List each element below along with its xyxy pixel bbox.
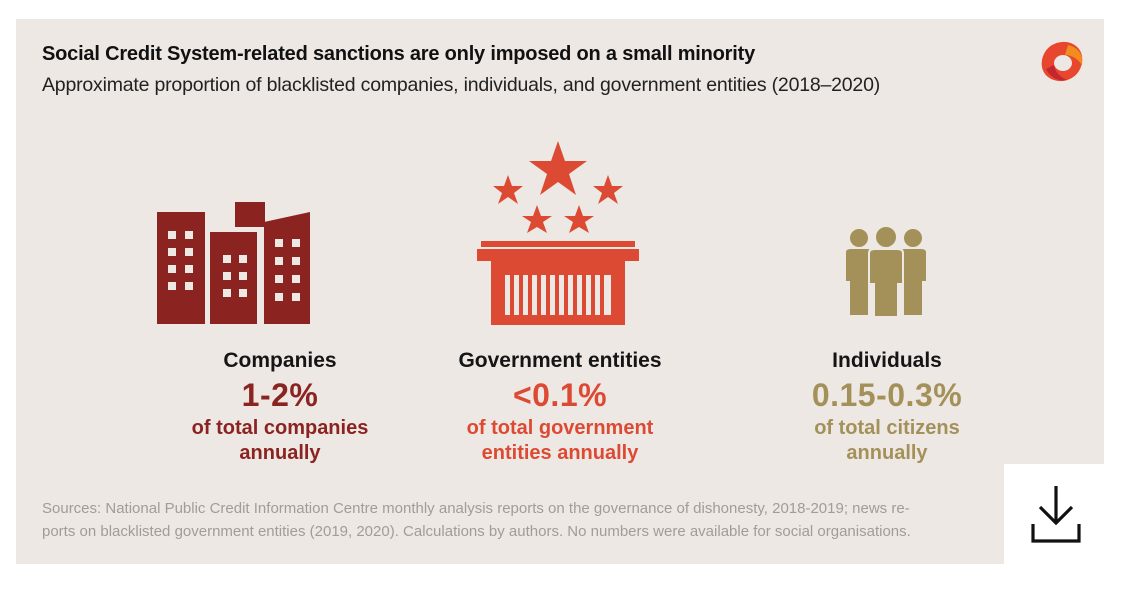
companies-description-line2: annually: [239, 442, 321, 464]
brand-logo-icon: [1041, 41, 1083, 82]
download-button[interactable]: [1004, 464, 1104, 564]
companies-description-line1: of total companies: [191, 417, 369, 439]
companies-label: Companies: [223, 349, 337, 372]
download-icon: [1031, 486, 1081, 543]
government-building-stars-icon: [477, 141, 639, 325]
individuals-value: 0.15-0.3%: [811, 377, 963, 413]
individuals-stat: Individuals 0.15-0.3% of total citizens …: [747, 349, 1027, 466]
government-description-line2: entities annually: [481, 442, 639, 464]
infographic-card: Social Credit System-related sanctions a…: [16, 19, 1104, 564]
individuals-description-line2: annually: [846, 442, 928, 464]
buildings-icon: [157, 202, 310, 324]
infographic-title: Social Credit System-related sanctions a…: [42, 43, 755, 65]
companies-value: 1-2%: [241, 377, 319, 413]
government-value: <0.1%: [512, 377, 608, 413]
individuals-description-line1: of total citizens: [814, 417, 960, 439]
companies-stat: Companies 1-2% of total companies annual…: [140, 349, 420, 466]
sources-line1: Sources: National Public Credit Informat…: [42, 500, 910, 517]
infographic-subtitle: Approximate proportion of blacklisted co…: [42, 74, 881, 96]
government-stat: Government entities <0.1% of total gover…: [420, 349, 700, 466]
individuals-label: Individuals: [832, 349, 942, 372]
sources-note: Sources: National Public Credit Informat…: [42, 497, 1012, 543]
government-description-line1: of total government: [466, 417, 654, 439]
government-label: Government entities: [458, 349, 662, 372]
people-group-icon: [844, 226, 928, 318]
sources-line2: ports on blacklisted government entities…: [42, 523, 911, 540]
